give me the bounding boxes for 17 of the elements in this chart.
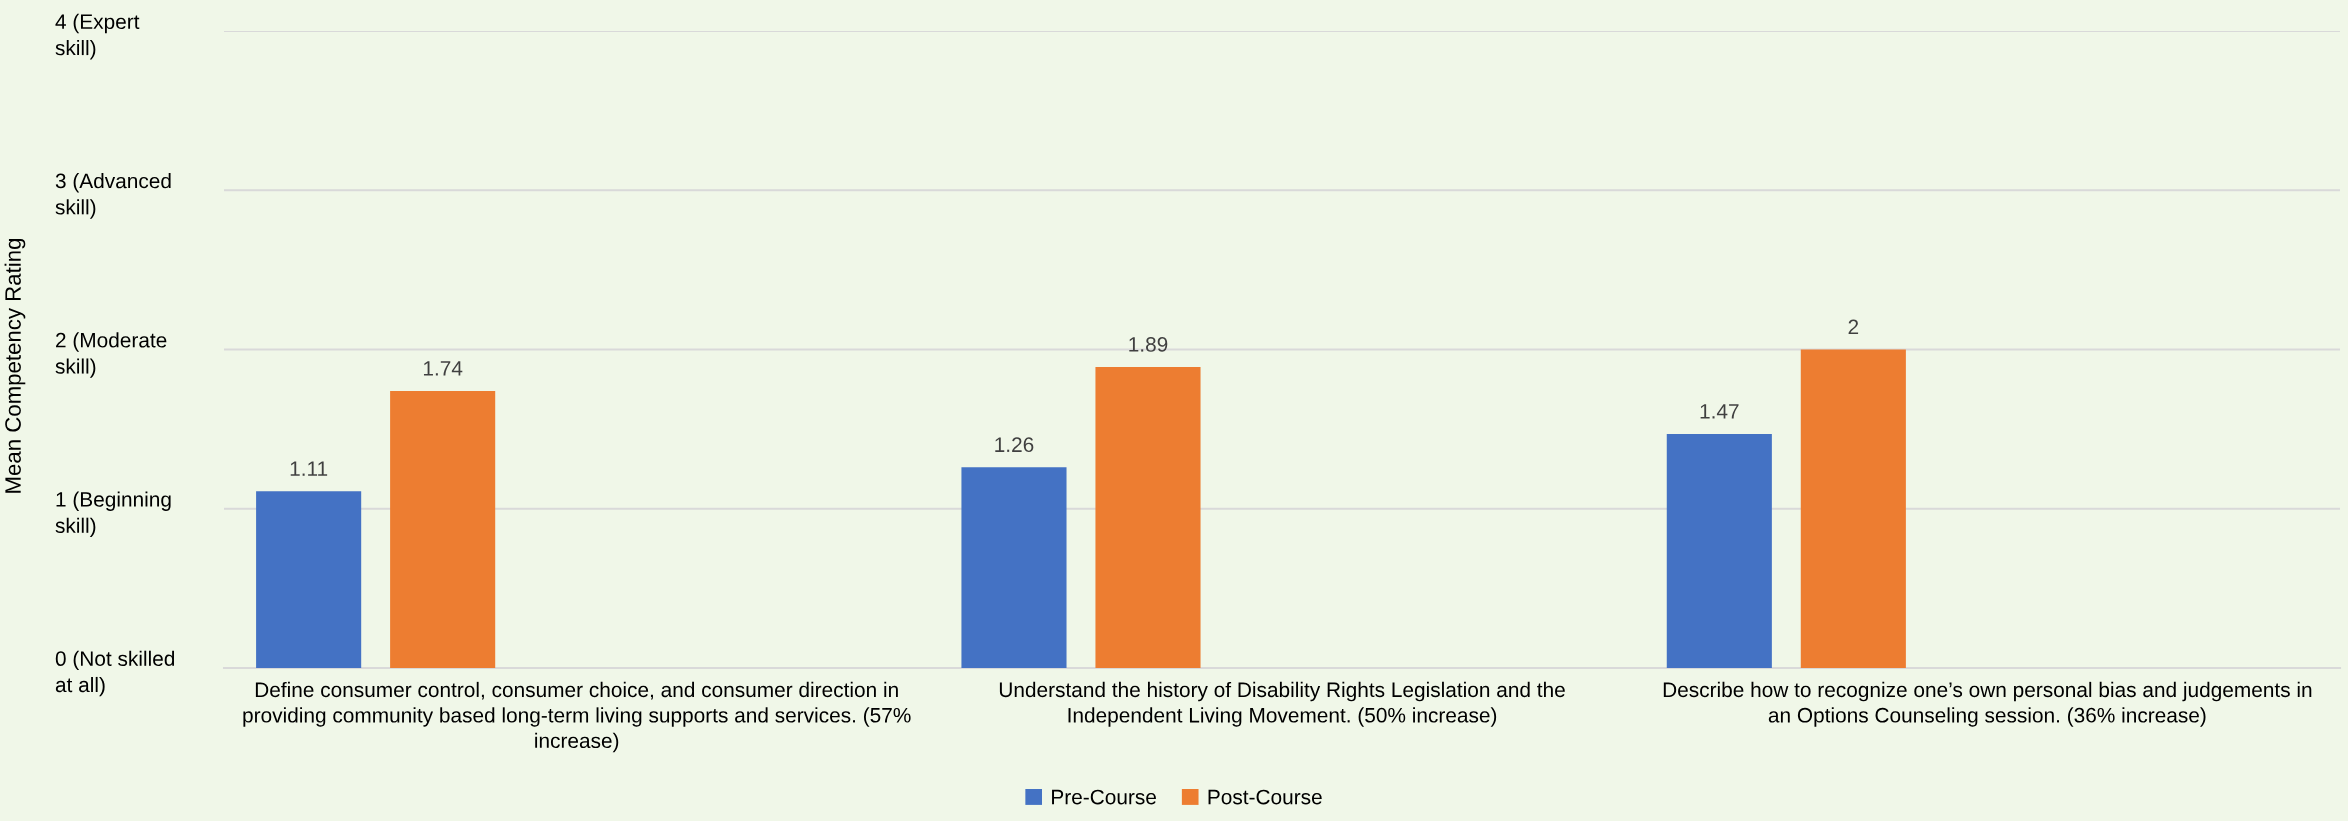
- legend-label: Pre-Course: [1052, 789, 1156, 805]
- y-axis-title: Mean Competency Rating: [4, 239, 26, 493]
- data-label: 2: [1848, 319, 1859, 335]
- x-tick-label: Define consumer control, consumer choice, and consumer direction in providing community based long-term living supports and services. (57% increase): [243, 681, 911, 753]
- data-label: 1.89: [1129, 337, 1168, 352]
- y-tick-label: 1 (Beginning skill): [55, 491, 171, 538]
- data-label: 1.74: [423, 361, 463, 376]
- x-tick-label: Understand the history of Disability Rights Legislation and the Independent Living Movement. (50% increase): [999, 681, 1565, 727]
- y-tick-label: 2 (Moderate skill): [55, 332, 167, 378]
- legend-label: Post-Course: [1208, 789, 1322, 805]
- data-label: 1.26: [995, 437, 1034, 453]
- y-tick-label: 0 (Not skilled at all): [55, 650, 175, 697]
- data-label: 1.47: [1700, 404, 1739, 419]
- x-tick-label: Describe how to recognize one’s own personal bias and judgements in an Options Counseling session. (36% increase): [1663, 681, 2312, 727]
- y-tick-label: 3 (Advanced skill): [55, 173, 171, 219]
- data-label: 1.11: [290, 461, 328, 476]
- y-tick-label: 4 (Expert skill): [55, 13, 140, 60]
